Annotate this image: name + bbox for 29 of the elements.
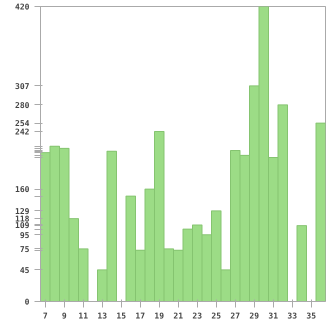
x-tick-label: 23 [192, 312, 202, 320]
x-tick-label: 17 [135, 312, 146, 320]
y-tick-label: 307 [15, 82, 30, 91]
y-tick-label: 129 [15, 206, 30, 216]
y-tick-label: 45 [20, 266, 30, 275]
x-tick-label: 33 [287, 312, 298, 320]
x-tick-label: 35 [306, 312, 316, 320]
x-tick-label: 29 [249, 312, 260, 320]
x-tick-label: 19 [154, 312, 164, 320]
y-tick-label: 0 [24, 298, 30, 306]
x-tick-label: 13 [97, 312, 108, 320]
y-tick-label: 420 [15, 2, 30, 12]
y-tick-label: 280 [15, 100, 30, 110]
y-tick-label: 160 [15, 185, 30, 194]
bar [316, 122, 326, 302]
bar [296, 225, 307, 302]
x-tick-label: 31 [268, 312, 278, 320]
y-tick-label: 254 [15, 119, 30, 128]
x-tick-label: 7 [42, 312, 48, 320]
y-tick-label: 75 [20, 244, 30, 254]
y-tick-label: 95 [20, 230, 30, 240]
x-tick-label: 9 [62, 312, 67, 320]
y-tick-label: 109 [15, 220, 30, 230]
x-tick-label: 25 [211, 312, 222, 320]
x-tick-label: 27 [230, 312, 240, 320]
y-tick-label: 242 [15, 128, 30, 137]
x-tick-label: 15 [116, 312, 126, 320]
x-tick-label: 21 [173, 312, 184, 320]
x-tick-label: 11 [78, 312, 88, 320]
